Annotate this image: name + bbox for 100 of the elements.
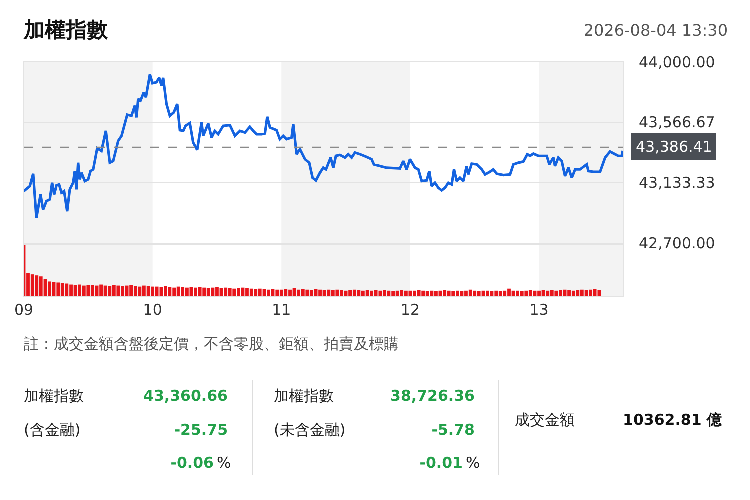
text: %: [217, 454, 232, 472]
bar: [396, 290, 400, 296]
bar: [468, 290, 472, 296]
bar: [387, 290, 391, 296]
bar: [254, 289, 258, 296]
y-tick-label: 43,566.67: [639, 114, 716, 132]
bar: [301, 289, 305, 296]
bar: [130, 285, 134, 296]
y-tick-label: 43,133.33: [639, 174, 716, 192]
bar: [477, 291, 481, 296]
text: 加權指數: [274, 387, 334, 406]
bar: [224, 288, 228, 296]
bar: [216, 287, 219, 296]
text: 成交金額: [515, 411, 575, 430]
bar: [503, 290, 507, 296]
bar: [232, 288, 236, 296]
text: -0.01: [420, 454, 463, 472]
bar: [202, 288, 206, 296]
bar: [306, 290, 310, 296]
bar: [146, 286, 150, 296]
bar: [56, 282, 60, 296]
x-tick-label: 12: [400, 301, 420, 319]
bar: [520, 291, 524, 296]
bar: [382, 290, 386, 296]
bar: [82, 286, 86, 296]
bar: [584, 290, 588, 296]
bar: [576, 290, 580, 296]
text: 10362.81 億: [623, 411, 722, 430]
text: 43,360.66: [144, 387, 228, 405]
bar: [280, 290, 284, 296]
bar: [370, 290, 374, 296]
bar: [400, 290, 404, 296]
bar: [494, 290, 498, 296]
bar: [108, 286, 112, 296]
bar: [524, 290, 528, 296]
ref-line-label: 43,386.41: [636, 138, 712, 156]
bar: [86, 285, 90, 296]
bar: [181, 287, 185, 296]
text: 38,726.36: [390, 387, 475, 405]
bar: [90, 285, 94, 296]
chart-subtitle: 2026-08-04 13:30: [584, 21, 728, 40]
bar: [172, 288, 176, 296]
bar: [100, 284, 103, 296]
bar: [60, 283, 64, 296]
x-tick-label: 11: [272, 301, 292, 319]
bar: [267, 290, 270, 296]
bar: [378, 290, 382, 296]
bar: [443, 290, 447, 296]
text: (未含金融): [274, 421, 346, 440]
x-tick-label: 10: [143, 301, 162, 319]
bar: [138, 286, 142, 296]
bar: [426, 291, 430, 296]
bar: [125, 286, 129, 296]
bar: [486, 290, 490, 296]
bar: [374, 290, 378, 296]
bar: [473, 290, 477, 296]
bar: [447, 290, 451, 296]
bar: [598, 290, 602, 296]
text: -0.06: [170, 454, 214, 472]
y-tick-label: 44,000.00: [639, 53, 716, 72]
bar: [258, 288, 262, 296]
text: -25.75: [174, 421, 228, 439]
bar: [198, 287, 202, 296]
bar: [65, 284, 69, 296]
bar: [422, 290, 426, 296]
bar: [112, 285, 116, 296]
bar: [134, 286, 138, 296]
bar: [310, 290, 314, 296]
bar: [284, 289, 288, 296]
bar: [336, 290, 340, 296]
bar: [39, 276, 43, 296]
bar: [554, 290, 558, 296]
bar: [357, 290, 361, 296]
text: -5.78: [432, 421, 475, 439]
chart-title: 加權指數: [24, 17, 108, 44]
bar: [434, 291, 438, 296]
bar: [35, 276, 39, 296]
bar: [151, 286, 155, 296]
bar: [498, 291, 502, 296]
bar: [206, 288, 210, 296]
bar: [593, 289, 597, 296]
bar: [276, 290, 280, 296]
line-series: [24, 73, 623, 220]
bar: [538, 290, 541, 296]
bar: [52, 282, 56, 296]
bar: [48, 282, 52, 296]
bar: [452, 291, 456, 296]
text: (含金融): [24, 421, 81, 440]
x-tick-label: 09: [14, 301, 34, 319]
bar: [116, 286, 120, 296]
bar: [250, 288, 254, 296]
bar: [327, 290, 331, 296]
bar: [417, 290, 421, 296]
bar: [572, 290, 576, 296]
bar: [546, 290, 550, 296]
bar: [331, 290, 335, 296]
bar: [366, 290, 370, 296]
bar: [228, 288, 232, 296]
bar: [164, 286, 168, 296]
text: 加權指數: [24, 387, 84, 406]
